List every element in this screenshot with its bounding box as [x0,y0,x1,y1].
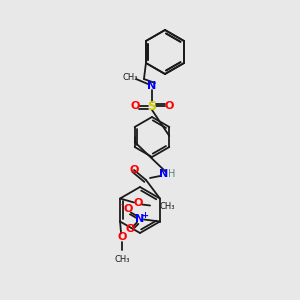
Text: S: S [148,100,157,112]
Text: CH₃: CH₃ [159,202,175,211]
Text: N: N [147,81,157,91]
Text: O: O [123,205,133,214]
Text: O: O [125,224,135,235]
Text: O: O [117,232,127,242]
Text: H: H [168,169,176,179]
Text: ⁻: ⁻ [118,202,124,212]
Text: O: O [134,199,143,208]
Text: O: O [129,165,139,175]
Text: CH₃: CH₃ [114,256,130,265]
Text: O: O [164,101,174,111]
Text: N: N [159,169,169,179]
Text: O: O [130,101,140,111]
Text: CH₃: CH₃ [122,74,138,82]
Text: +: + [141,211,148,220]
Text: N: N [135,214,145,224]
